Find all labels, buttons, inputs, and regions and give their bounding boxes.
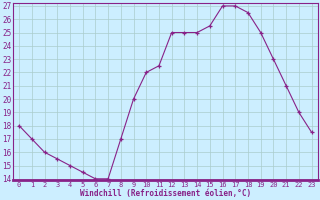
X-axis label: Windchill (Refroidissement éolien,°C): Windchill (Refroidissement éolien,°C) — [80, 189, 251, 198]
